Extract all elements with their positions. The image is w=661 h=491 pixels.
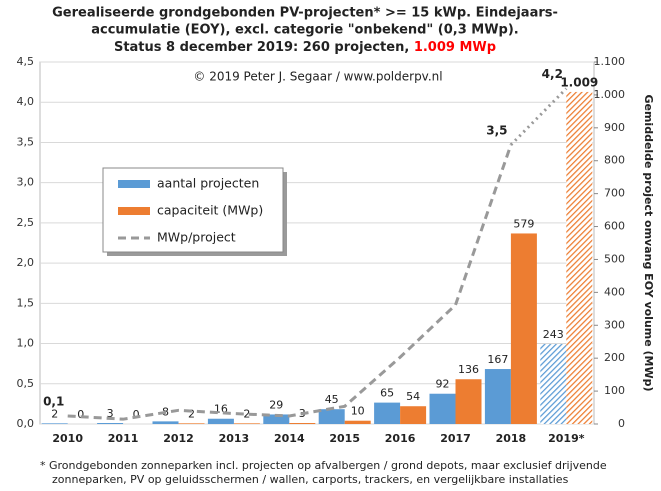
bar <box>566 91 593 425</box>
bar <box>455 379 482 424</box>
data-label: 2 <box>51 407 58 420</box>
legend-label: aantal projecten <box>157 176 259 191</box>
chart-title-highlight: 1.009 MWp <box>414 40 496 55</box>
chart-title: Status 8 december 2019: 260 projecten, <box>114 40 414 55</box>
data-label: 0,1 <box>43 394 64 408</box>
y-tick-label: 4,0 <box>17 95 35 108</box>
y2-tick-label: 300 <box>604 318 625 331</box>
data-label: 10 <box>351 405 365 418</box>
y2-tick-label: 1.100 <box>594 55 626 68</box>
legend: aantal projecten capaciteit (MWp) MWp/proj… <box>102 167 287 256</box>
y2-tick-label: 0 <box>618 417 625 430</box>
bar <box>263 414 290 424</box>
data-label: 65 <box>380 387 394 400</box>
data-label: 2 <box>243 407 250 420</box>
bar <box>178 423 205 424</box>
x-tick-label: 2012 <box>163 432 194 445</box>
bar <box>510 233 537 424</box>
data-label: 2 <box>188 407 195 420</box>
line-projected <box>509 87 568 146</box>
y-tick-label: 0,5 <box>17 377 35 390</box>
y-tick-label: 0,0 <box>17 417 35 430</box>
x-tick-label: 2011 <box>108 432 139 445</box>
bar <box>207 418 234 424</box>
bar <box>429 393 456 424</box>
bar <box>97 423 124 424</box>
bar <box>374 402 401 424</box>
y-tick-label: 2,5 <box>17 216 35 229</box>
chart-title: accumulatie (EOY), excl. categorie "onbe… <box>91 23 519 38</box>
line <box>67 144 513 421</box>
y-tick-label: 3,5 <box>17 135 35 148</box>
data-label: 45 <box>325 393 339 406</box>
footnote: zonneparken, PV op geluidsschermen / wal… <box>52 473 569 486</box>
data-label: 0 <box>133 408 140 421</box>
legend-label: capaciteit (MWp) <box>157 203 263 218</box>
y2-tick-label: 700 <box>604 187 625 200</box>
legend-swatch <box>118 180 150 188</box>
data-label: 3 <box>107 407 114 420</box>
data-label: 167 <box>487 353 508 366</box>
bar <box>484 369 511 424</box>
y2-axis-label: Gemiddelde project omvang EOY volume (MW… <box>642 94 655 391</box>
footnote: * Grondgebonden zonneparken incl. projec… <box>40 459 607 472</box>
x-tick-label: 2013 <box>219 432 250 445</box>
annotation: © 2019 Peter J. Segaar / www.polderpv.nl <box>193 70 442 84</box>
data-label: 1.009 <box>560 75 598 89</box>
data-label: 0 <box>77 408 84 421</box>
data-label: 4,2 <box>542 67 563 81</box>
y-tick-label: 4,5 <box>17 55 35 68</box>
x-tick-label: 2016 <box>385 432 416 445</box>
bar <box>152 421 179 424</box>
y2-tick-label: 400 <box>604 285 625 298</box>
x-tick-label: 2019* <box>548 432 585 445</box>
bar <box>289 423 316 424</box>
x-tick-label: 2018 <box>496 432 527 445</box>
data-label: 3,5 <box>486 123 507 137</box>
bar <box>344 420 371 424</box>
bar <box>400 406 427 424</box>
y-tick-label: 1,0 <box>17 337 35 350</box>
data-label: 136 <box>458 363 479 376</box>
bar <box>233 423 260 424</box>
x-tick-label: 2017 <box>440 432 471 445</box>
y2-tick-label: 900 <box>604 121 625 134</box>
data-label: 579 <box>513 217 534 230</box>
bar <box>540 344 567 424</box>
y2-tick-label: 100 <box>604 384 625 397</box>
legend-label: MWp/project <box>157 230 236 245</box>
y-tick-label: 2,0 <box>17 256 35 269</box>
data-label: 92 <box>436 378 450 391</box>
x-tick-label: 2010 <box>52 432 83 445</box>
bar <box>318 409 345 424</box>
chart-title: Status 8 december 2019: 260 projecten, 1… <box>114 40 496 55</box>
bar <box>41 423 68 424</box>
y2-tick-label: 600 <box>604 220 625 233</box>
x-tick-label: 2014 <box>274 432 305 445</box>
chart-title: Gerealiseerde grondgebonden PV-projecten… <box>52 6 558 21</box>
data-label: 54 <box>406 390 420 403</box>
y2-tick-label: 1.000 <box>594 88 626 101</box>
y2-tick-label: 200 <box>604 351 625 364</box>
y-tick-label: 3,0 <box>17 176 35 189</box>
y-tick-label: 1,5 <box>17 296 35 309</box>
legend-swatch <box>118 207 150 215</box>
x-tick-label: 2015 <box>329 432 360 445</box>
data-label: 243 <box>543 328 564 341</box>
y2-tick-label: 500 <box>604 252 625 265</box>
data-label: 29 <box>269 398 283 411</box>
y2-tick-label: 800 <box>604 154 625 167</box>
